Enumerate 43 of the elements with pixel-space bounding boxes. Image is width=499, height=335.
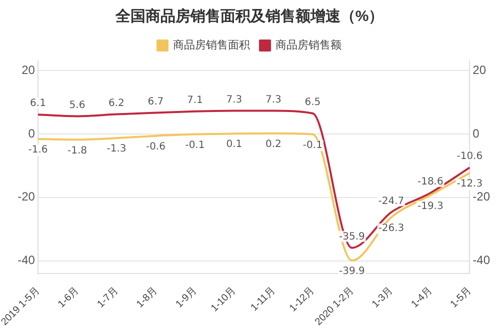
data-label: 6.5 bbox=[304, 96, 321, 108]
legend-label: 商品房销售额 bbox=[276, 38, 342, 52]
data-label: 5.6 bbox=[69, 100, 86, 111]
x-tick-label: 1-5月 bbox=[448, 285, 474, 310]
data-label: 0.1 bbox=[226, 139, 242, 150]
data-label: -0.6 bbox=[146, 141, 166, 152]
data-label: -26.3 bbox=[378, 222, 404, 234]
y-tick-label: -20 bbox=[18, 190, 36, 204]
data-label: 0.2 bbox=[265, 138, 282, 150]
data-label: -24.7 bbox=[378, 196, 404, 207]
x-tick-label: 1-6月 bbox=[56, 285, 82, 310]
data-label: -0.1 bbox=[302, 140, 322, 151]
x-tick-label: 1-4月 bbox=[409, 285, 434, 310]
data-label: -1.3 bbox=[106, 144, 126, 155]
data-label: 6.1 bbox=[30, 98, 46, 110]
y-tick-label: -40 bbox=[18, 253, 36, 268]
data-label: -1.8 bbox=[67, 145, 87, 156]
data-label: -1.6 bbox=[28, 144, 48, 156]
y2-tick-label: 20 bbox=[472, 62, 486, 77]
data-label: -19.3 bbox=[417, 200, 444, 212]
x-tick-label: 1-11月 bbox=[249, 285, 278, 314]
data-label: -0.1 bbox=[185, 140, 205, 151]
data-label: 6.7 bbox=[148, 96, 164, 108]
data-label: -35.9 bbox=[338, 231, 365, 242]
data-label: -18.6 bbox=[417, 176, 444, 188]
x-tick-label: 1-9月 bbox=[174, 285, 200, 310]
data-label: 7.3 bbox=[265, 94, 282, 106]
x-tick-label: 1-8月 bbox=[134, 285, 160, 310]
legend-label: 商品房销售面积 bbox=[173, 38, 250, 52]
y2-tick-label: 0 bbox=[472, 126, 480, 140]
data-label: 6.2 bbox=[108, 98, 124, 109]
chart-title: 全国商品房销售面积及销售额增速（%） bbox=[114, 7, 384, 26]
x-tick-label: 1-3月 bbox=[370, 285, 396, 310]
x-tick-label: 1-7月 bbox=[95, 285, 121, 310]
data-label: -10.6 bbox=[456, 151, 483, 162]
data-label: 7.3 bbox=[226, 94, 242, 106]
data-label: -12.3 bbox=[456, 178, 483, 190]
y-tick-label: 0 bbox=[28, 126, 36, 140]
y2-tick-label: -20 bbox=[472, 190, 490, 204]
y-tick-label: 20 bbox=[22, 62, 36, 77]
data-label: 7.1 bbox=[187, 95, 203, 106]
data-label: -39.9 bbox=[338, 266, 365, 278]
y2-tick-label: -40 bbox=[472, 253, 490, 268]
